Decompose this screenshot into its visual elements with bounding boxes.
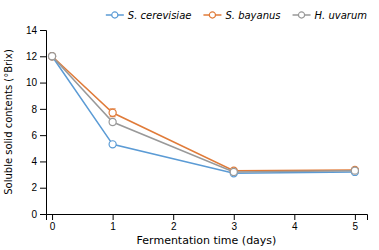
legend-marker (209, 12, 215, 18)
x-axis-title: Fermentation time (days) (137, 234, 277, 247)
point (109, 109, 116, 116)
point (48, 53, 55, 60)
legend-label: H. uvarum (315, 10, 368, 21)
x-axis: 0 1 2 3 4 5 (47, 214, 368, 232)
tick-label: 8 (31, 104, 37, 115)
marks (48, 53, 358, 177)
tick: 5 (353, 214, 359, 232)
tick-label: 2 (31, 182, 37, 193)
tick-mark (40, 109, 46, 110)
tick-label: 5 (353, 221, 359, 232)
error-bar (110, 119, 116, 124)
tick-mark (40, 83, 46, 84)
tick-mark (294, 214, 295, 220)
tick-mark (40, 161, 46, 162)
legend-marker (298, 12, 304, 18)
point (351, 166, 358, 173)
point (48, 53, 55, 60)
tick: 2 (31, 182, 46, 193)
legend-item: H. uvarum (293, 10, 368, 21)
tick: 10 (26, 77, 46, 88)
tick-label: 0 (50, 221, 56, 232)
tick-label: 14 (26, 25, 38, 36)
tick: 1 (110, 214, 116, 232)
series (48, 53, 358, 174)
line (52, 56, 355, 172)
tick-label: 3 (231, 221, 237, 232)
tick-mark (40, 188, 46, 189)
y-axis-title: Soluble solid contents (°Brix) (3, 49, 14, 195)
point (109, 141, 116, 148)
tick: 2 (171, 214, 177, 232)
tick-label: 4 (292, 221, 298, 232)
line (52, 56, 355, 173)
tick-mark (355, 214, 356, 220)
point (109, 118, 116, 125)
tick-mark (40, 30, 46, 31)
tick: 6 (31, 130, 46, 141)
tick: 8 (31, 104, 46, 115)
point (48, 53, 55, 60)
point (351, 167, 358, 174)
legend-item: S. cerevisiae (106, 10, 192, 21)
tick: 0 (50, 214, 56, 232)
tick-mark (40, 135, 46, 136)
legend: S. cerevisiae S. bayanus H. uvarum (106, 10, 367, 21)
point (230, 168, 237, 175)
tick: 3 (231, 214, 237, 232)
series (48, 53, 358, 177)
tick: 4 (292, 214, 298, 232)
tick: 4 (31, 156, 46, 167)
line (52, 56, 355, 170)
tick-label: 6 (31, 130, 37, 141)
tick-label: 12 (26, 51, 38, 62)
legend-marker (112, 12, 118, 18)
series (48, 53, 358, 176)
legend-label: S. cerevisiae (128, 10, 192, 21)
tick: 0 (31, 209, 46, 220)
legend-item: S. bayanus (203, 10, 280, 21)
tick-label: 2 (171, 221, 177, 232)
tick-mark (173, 214, 174, 220)
axis-line (40, 31, 47, 215)
tick-label: 4 (31, 156, 37, 167)
tick: 14 (26, 25, 46, 36)
tick-mark (52, 214, 53, 220)
tick-mark (40, 214, 46, 215)
tick-mark (113, 214, 114, 220)
tick-mark (234, 214, 235, 220)
chart: 01234502468101214Fermentation time (days… (0, 0, 379, 250)
tick-label: 0 (31, 209, 37, 220)
tick-label: 1 (110, 221, 116, 232)
y-axis: 0 2 4 6 8 10 12 14 (26, 25, 47, 220)
plot: 01234502468101214 (26, 25, 368, 232)
tick: 12 (26, 51, 46, 62)
tick-label: 10 (26, 77, 38, 88)
error-bar (110, 109, 116, 117)
axis-line (47, 215, 368, 221)
legend-label: S. bayanus (225, 10, 280, 21)
tick-mark (40, 56, 46, 57)
